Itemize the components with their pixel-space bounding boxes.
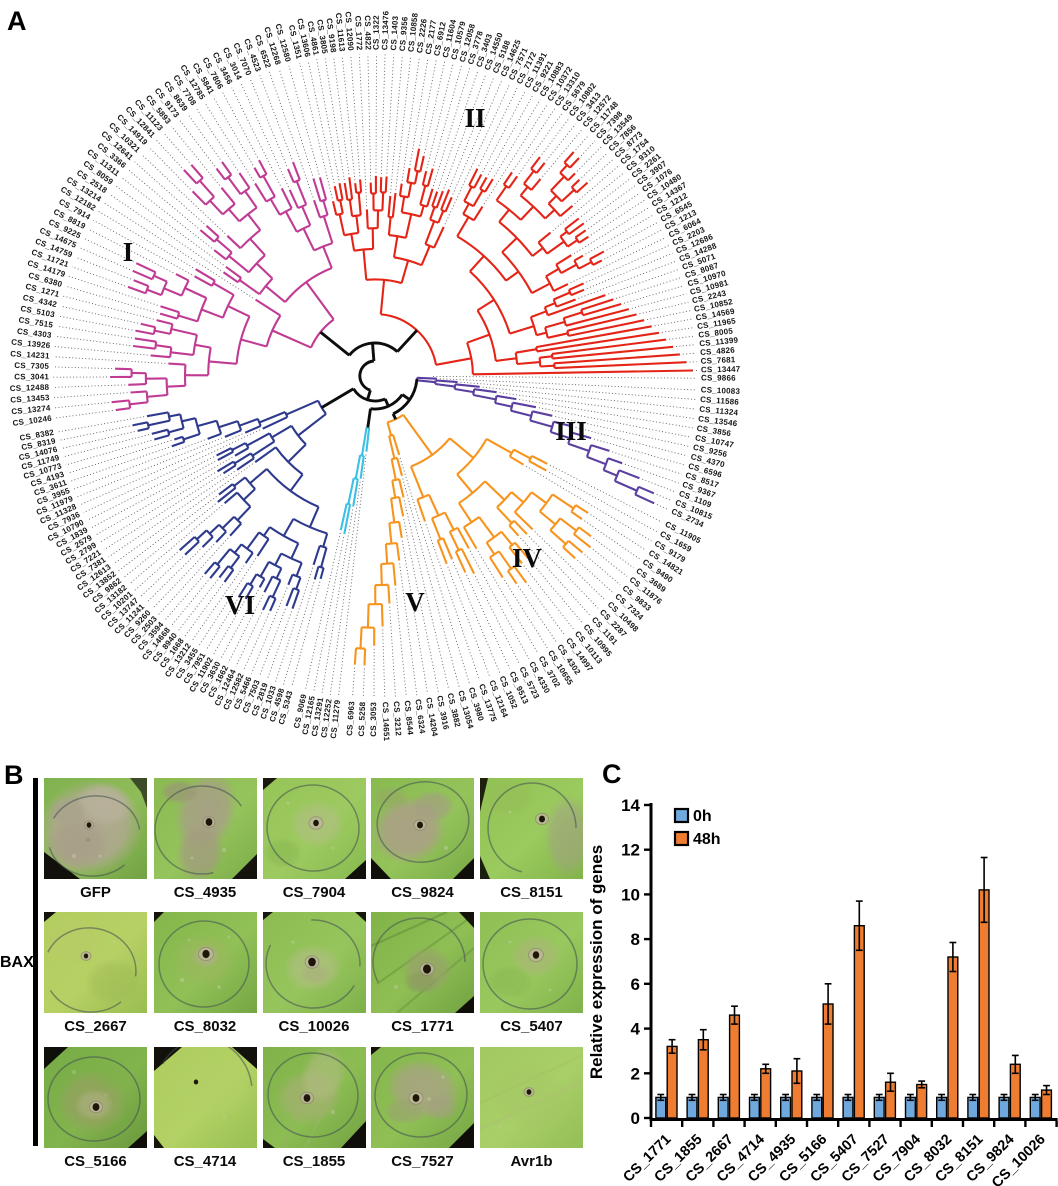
svg-text:C: C [602, 759, 622, 789]
svg-text:6: 6 [631, 975, 640, 994]
svg-text:CS_9356: CS_9356 [398, 16, 410, 52]
svg-text:CS_4822: CS_4822 [363, 15, 373, 50]
svg-text:CS_7305: CS_7305 [14, 361, 49, 371]
svg-text:CS_3053: CS_3053 [369, 702, 378, 737]
svg-text:CS_3212: CS_3212 [392, 701, 403, 737]
svg-text:CS_1772: CS_1772 [353, 15, 364, 51]
svg-text:CS_6963: CS_6963 [345, 701, 356, 737]
svg-text:CS_1322: CS_1322 [372, 15, 381, 50]
svg-text:12: 12 [621, 841, 640, 860]
svg-text:CS_11586: CS_11586 [700, 395, 740, 407]
svg-text:CS_11399: CS_11399 [699, 335, 739, 348]
svg-text:CS_4303: CS_4303 [16, 327, 52, 340]
svg-text:CS_11279: CS_11279 [329, 699, 342, 739]
svg-text:CS_1403: CS_1403 [389, 15, 400, 51]
svg-text:CS_12488: CS_12488 [10, 383, 50, 393]
svg-text:CS_8544: CS_8544 [403, 700, 415, 736]
svg-text:CS_4826: CS_4826 [700, 346, 736, 357]
svg-text:4: 4 [631, 1020, 641, 1039]
svg-text:CS_13447: CS_13447 [701, 365, 741, 375]
svg-text:CS_10246: CS_10246 [12, 414, 53, 428]
svg-text:CS_9866: CS_9866 [701, 373, 736, 382]
svg-text:CS_14231: CS_14231 [10, 349, 50, 360]
svg-text:CS_5258: CS_5258 [357, 701, 367, 736]
svg-text:CS_14651: CS_14651 [381, 702, 391, 742]
svg-text:I: I [123, 237, 134, 267]
svg-text:VI: VI [225, 590, 255, 620]
svg-text:CS_3041: CS_3041 [14, 372, 49, 381]
svg-text:10: 10 [621, 885, 640, 904]
svg-text:CS_6324: CS_6324 [413, 699, 427, 735]
svg-text:A: A [7, 6, 27, 36]
svg-text:2: 2 [631, 1064, 640, 1083]
svg-text:CS_8005: CS_8005 [698, 326, 734, 339]
svg-text:CS_11613: CS_11613 [334, 12, 347, 52]
svg-text:0h: 0h [693, 808, 712, 825]
svg-text:CS_11324: CS_11324 [699, 405, 739, 418]
svg-text:CS_13274: CS_13274 [11, 403, 51, 416]
svg-text:CS_10083: CS_10083 [701, 385, 741, 396]
svg-text:V: V [405, 587, 425, 617]
svg-text:48h: 48h [693, 831, 721, 848]
svg-text:IV: IV [512, 543, 543, 573]
svg-text:CS_9198: CS_9198 [325, 18, 338, 54]
svg-text:0: 0 [631, 1109, 640, 1128]
svg-text:CS_7681: CS_7681 [700, 355, 735, 366]
svg-text:CS_13926: CS_13926 [11, 338, 51, 351]
svg-text:CS_12090: CS_12090 [343, 11, 355, 51]
svg-text:CS_13453: CS_13453 [10, 393, 50, 405]
svg-text:II: II [464, 103, 485, 133]
svg-text:Relative expression of genes: Relative expression of genes [588, 845, 606, 1079]
svg-text:CS_13476: CS_13476 [380, 10, 390, 50]
svg-text:8: 8 [631, 930, 640, 949]
svg-text:CS_10858: CS_10858 [406, 12, 419, 53]
svg-text:14: 14 [621, 796, 640, 815]
svg-text:III: III [555, 416, 587, 446]
